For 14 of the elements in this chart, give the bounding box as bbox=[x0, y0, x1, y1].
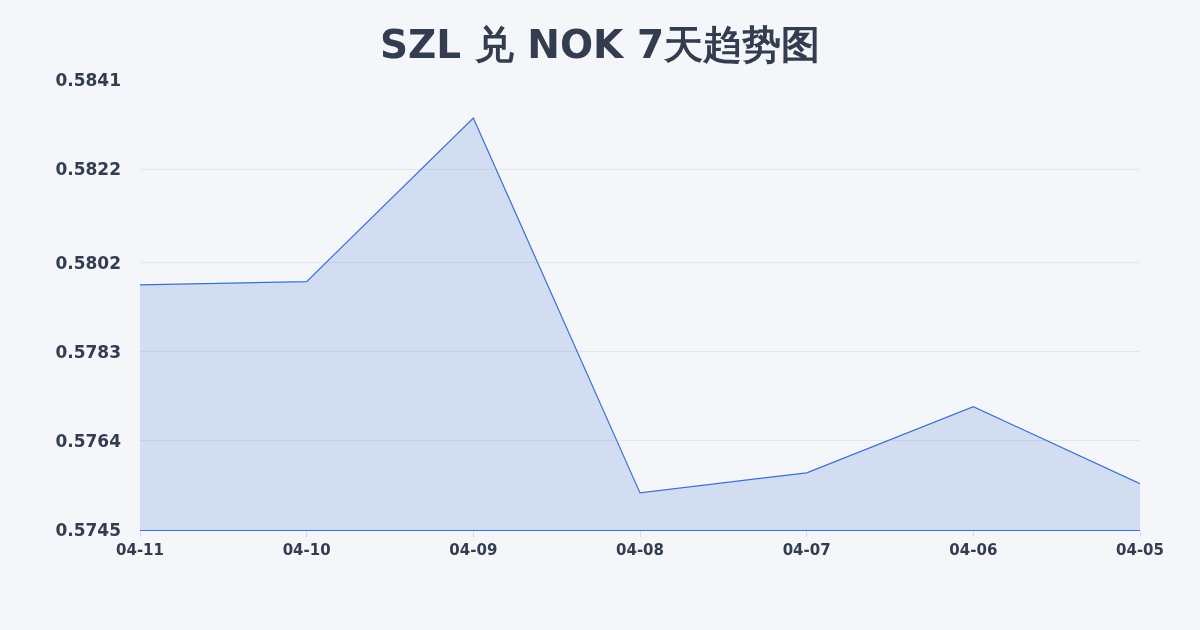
x-tick-label: 04-08 bbox=[616, 541, 664, 559]
y-tick-label: 0.5783 bbox=[55, 341, 121, 362]
x-tick-label: 04-11 bbox=[116, 541, 164, 559]
x-tick-label: 04-10 bbox=[282, 541, 331, 559]
x-tick-label: 04-06 bbox=[949, 541, 998, 559]
y-tick-label: 0.5745 bbox=[55, 519, 121, 540]
x-tick-label: 04-09 bbox=[449, 541, 498, 559]
y-tick-label: 0.5764 bbox=[55, 430, 122, 451]
y-tick-label: 0.5822 bbox=[55, 159, 121, 180]
chart-title: SZL 兑 NOK 7天趋势图 bbox=[379, 21, 821, 67]
y-tick-label: 0.5841 bbox=[55, 69, 121, 90]
y-tick-label: 0.5802 bbox=[55, 252, 121, 273]
x-tick-label: 04-07 bbox=[782, 541, 831, 559]
x-tick-label: 04-05 bbox=[1116, 541, 1164, 559]
